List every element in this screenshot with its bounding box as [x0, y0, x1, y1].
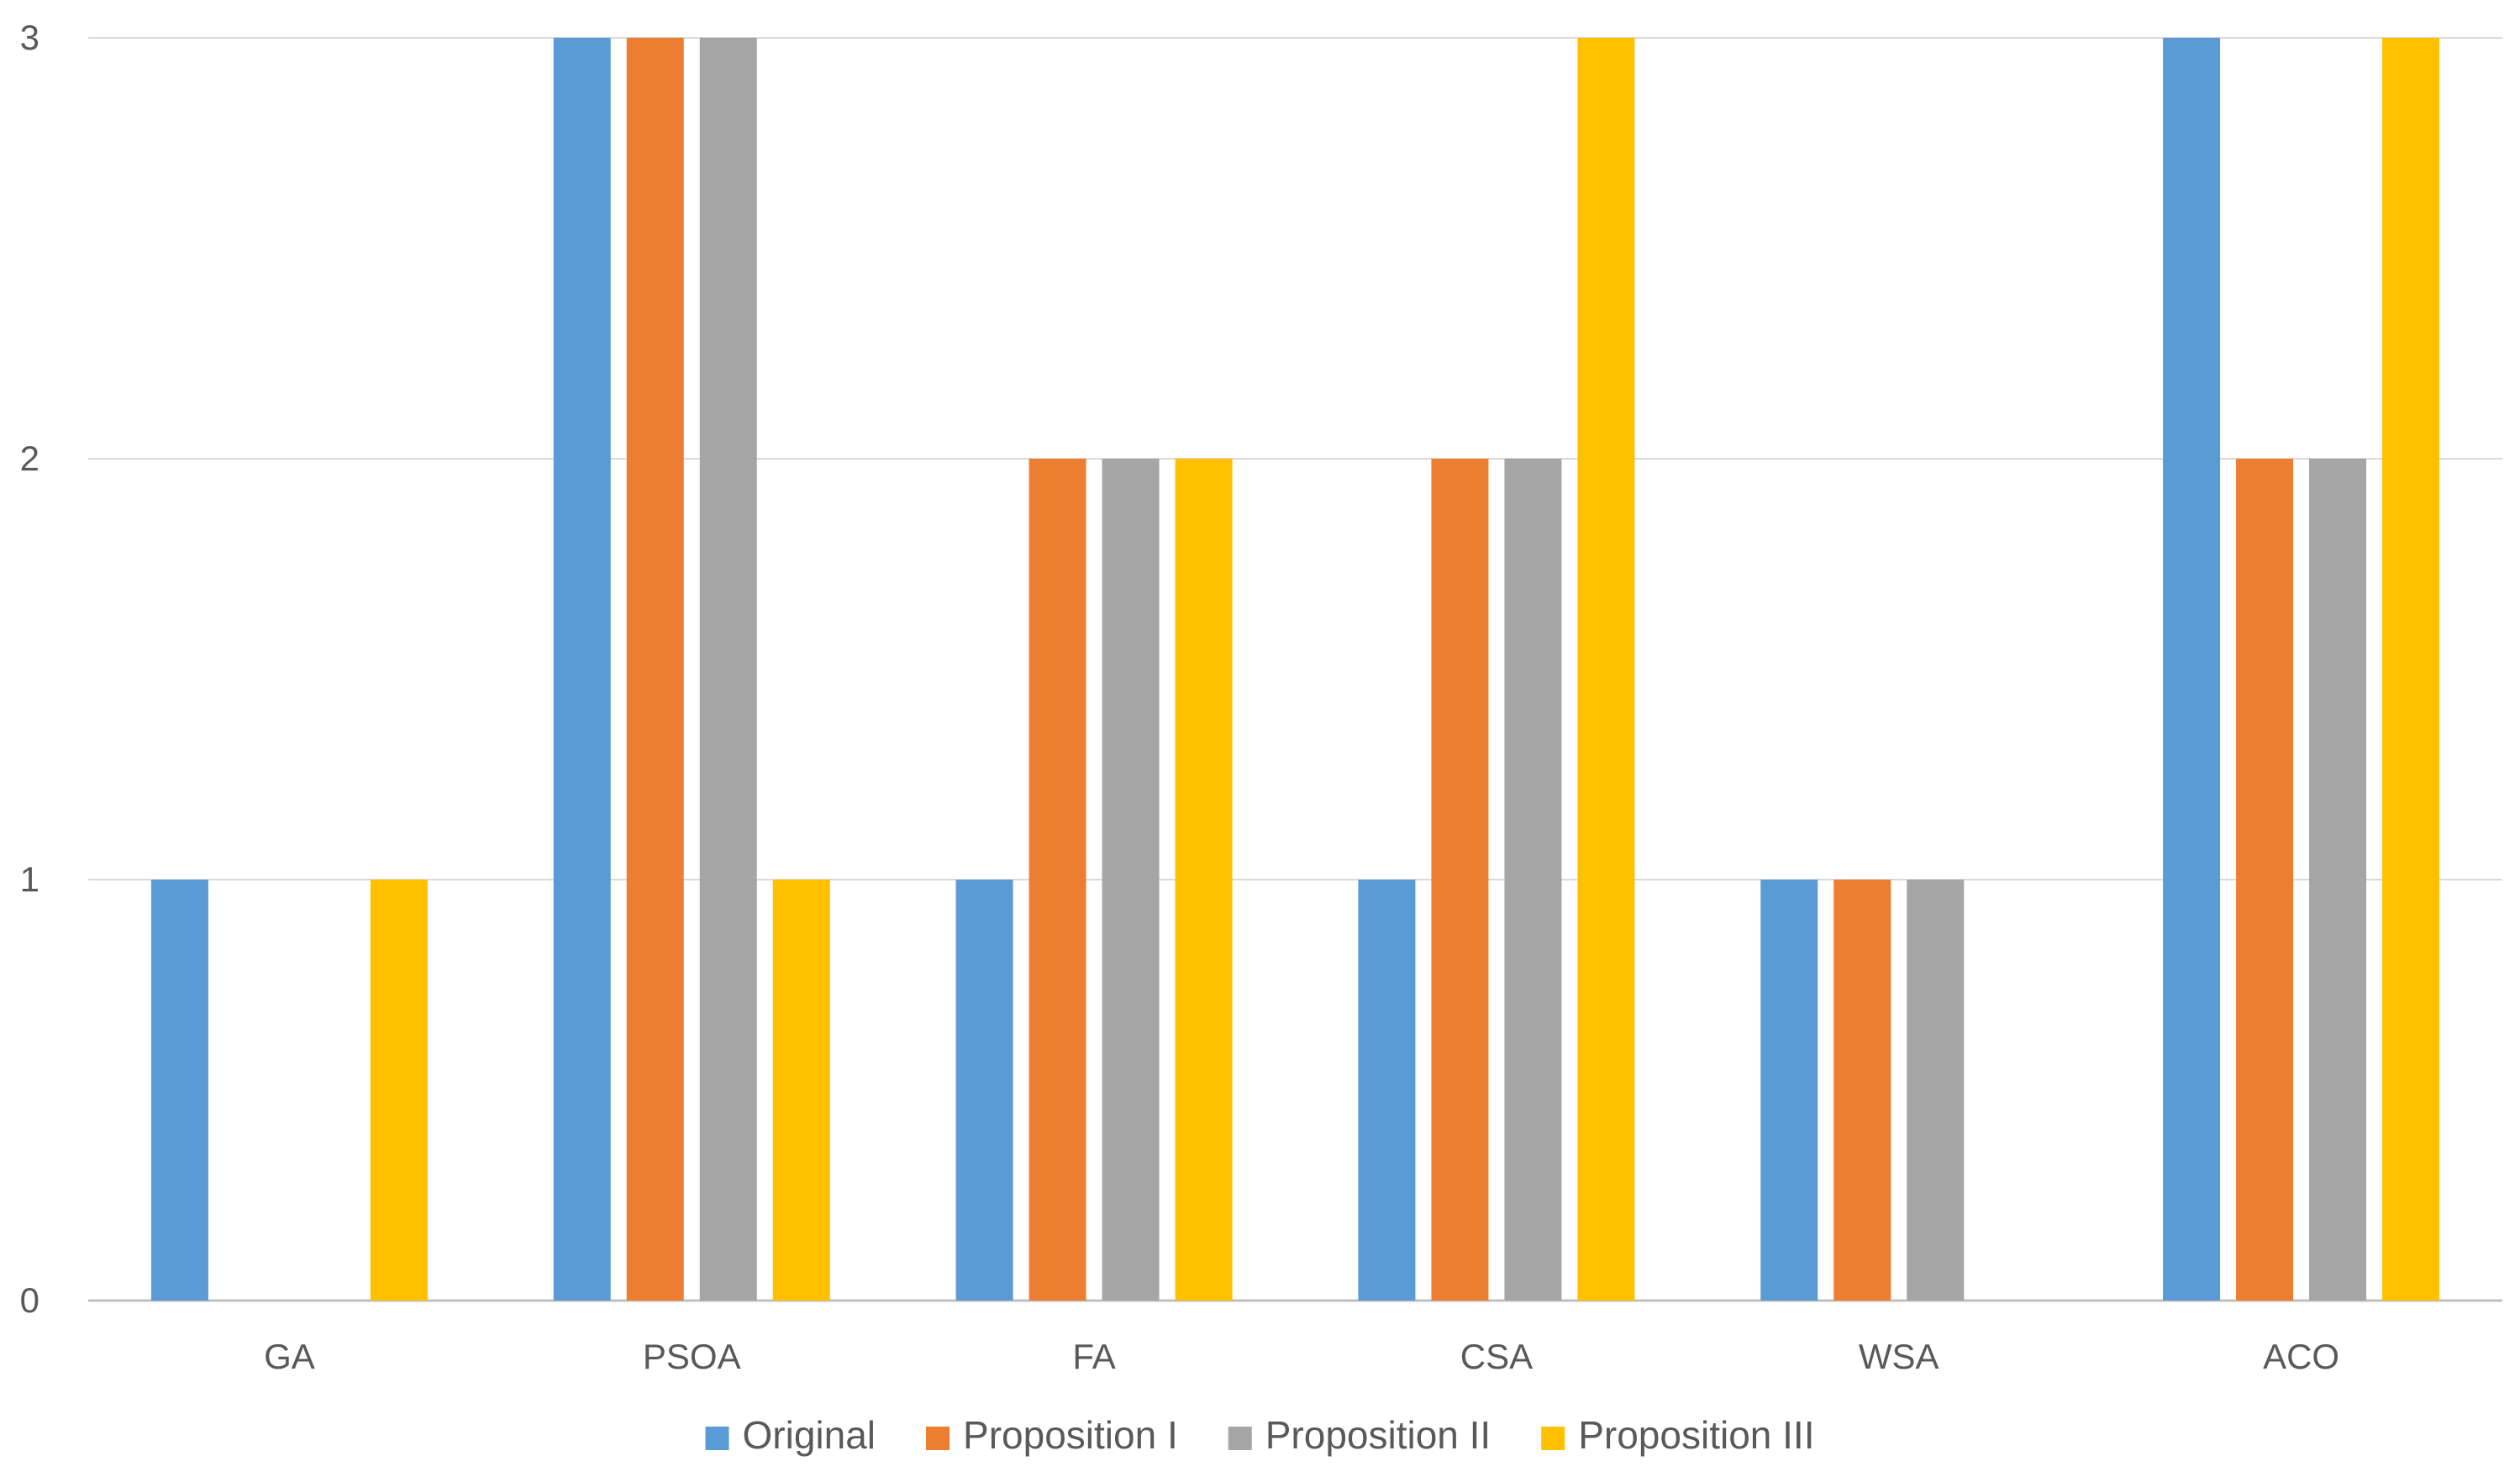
bar-csa-original: [1358, 880, 1416, 1301]
bars: [150, 38, 2440, 1301]
bar-fa-proposition-ii: [1102, 459, 1160, 1301]
legend-label: Proposition II: [1265, 1413, 1491, 1457]
y-tick-label: 3: [20, 18, 39, 57]
x-tick-label: ACO: [2263, 1337, 2339, 1376]
legend-label: Proposition III: [1578, 1413, 1814, 1457]
y-tick-label: 2: [20, 439, 39, 478]
bar-ga-proposition-iii: [370, 880, 428, 1301]
bar-psoa-proposition-i: [626, 38, 684, 1301]
bar-wsa-proposition-i: [1833, 880, 1891, 1301]
bar-psoa-original: [553, 38, 611, 1301]
bar-aco-proposition-i: [2236, 459, 2294, 1301]
bar-wsa-proposition-ii: [1907, 880, 1965, 1301]
axes: 0 1 2 3 GA PSOA FA CSA WSA ACO: [20, 18, 2339, 1376]
bar-csa-proposition-iii: [1577, 38, 1635, 1301]
bar-aco-proposition-ii: [2309, 459, 2367, 1301]
legend-label: Proposition I: [963, 1413, 1178, 1457]
x-tick-label: FA: [1072, 1337, 1115, 1376]
legend-item-original: Original: [705, 1413, 876, 1457]
bar-psoa-proposition-ii: [699, 38, 757, 1301]
x-tick-label: GA: [264, 1337, 315, 1376]
bar-fa-proposition-iii: [1175, 459, 1233, 1301]
legend-swatch: [1541, 1427, 1565, 1450]
x-tick-label: WSA: [1859, 1337, 1939, 1376]
bar-aco-proposition-iii: [2382, 38, 2440, 1301]
bar-fa-proposition-i: [1029, 459, 1086, 1301]
x-tick-label: PSOA: [643, 1337, 741, 1376]
legend-swatch: [1228, 1427, 1252, 1450]
y-tick-label: 0: [20, 1280, 39, 1320]
legend-item-proposition-iii: Proposition III: [1541, 1413, 1814, 1457]
legend-label: Original: [743, 1413, 876, 1457]
bar-psoa-proposition-iii: [772, 880, 830, 1301]
bar-aco-original: [2163, 38, 2221, 1301]
bar-wsa-original: [1760, 880, 1818, 1301]
legend: Original Proposition I Proposition II Propo…: [705, 1413, 1814, 1457]
bar-csa-proposition-i: [1431, 459, 1489, 1301]
legend-swatch: [705, 1427, 729, 1450]
x-tick-label: CSA: [1460, 1337, 1533, 1376]
bar-fa-original: [955, 880, 1013, 1301]
gridlines: [88, 37, 2502, 1302]
y-tick-label: 1: [20, 859, 39, 899]
legend-item-proposition-i: Proposition I: [926, 1413, 1178, 1457]
bar-csa-proposition-ii: [1504, 459, 1562, 1301]
legend-item-proposition-ii: Proposition II: [1228, 1413, 1491, 1457]
bar-ga-original: [150, 880, 208, 1301]
legend-swatch: [926, 1427, 950, 1450]
